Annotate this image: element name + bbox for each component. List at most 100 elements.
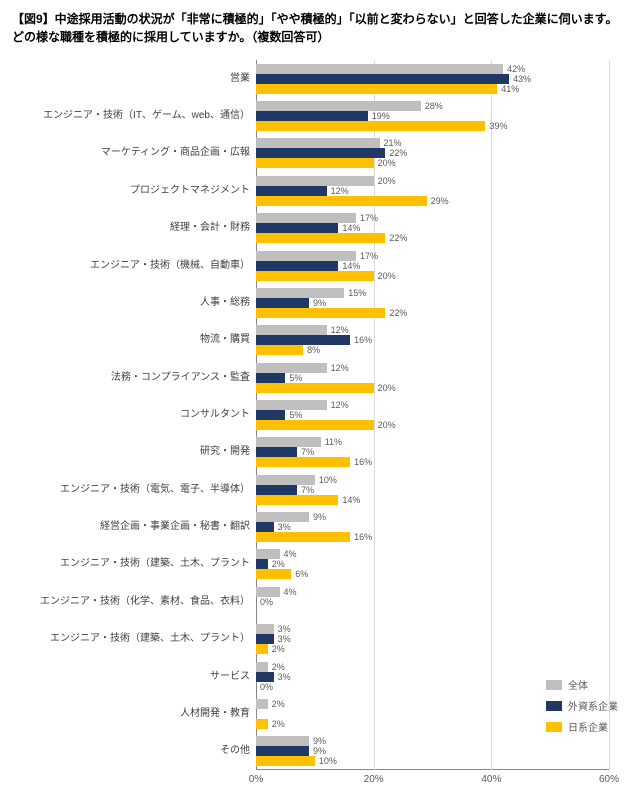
category-group: 営業 42%43%41% [12,60,628,97]
bar [256,251,356,261]
bar [256,84,497,94]
bar [256,644,268,654]
category-label: エンジニア・技術（電気、電子、半導体） [12,484,250,496]
category-label: エンジニア・技術（化学、素材、食品、衣料） [12,596,250,608]
bar [256,298,309,308]
value-label: 3% [278,672,291,682]
bar [256,186,327,196]
value-label: 16% [354,532,372,542]
category-label: 物流・購買 [12,334,250,346]
bar [256,457,350,467]
category-group: 経営企画・事業企画・秘書・翻訳9%3%16% [12,508,628,545]
value-label: 20% [378,158,396,168]
category-label: 経理・会計・財務 [12,222,250,234]
bar [256,223,338,233]
x-tick-label: 20% [364,774,384,785]
bar [256,437,321,447]
bar [256,261,338,271]
category-group: 人材開発・教育2%2% [12,695,628,732]
value-label: 20% [378,383,396,393]
value-label: 6% [295,569,308,579]
bar [256,522,274,532]
value-label: 43% [513,74,531,84]
category-label: 営業 [12,73,250,85]
value-label: 42% [507,64,525,74]
value-label: 22% [389,148,407,158]
chart-title: 【図9】中途採用活動の状況が「非常に積極的」「やや積極的」「以前と変わらない」と… [12,10,629,46]
value-label: 41% [501,84,519,94]
value-label: 11% [325,437,342,447]
bar [256,74,509,84]
category-group: エンジニア・技術（IT、ゲーム、web、通信）28%19%39% [12,97,628,134]
bar [256,138,380,148]
value-label: 7% [301,447,314,457]
category-group: エンジニア・技術（機械、自動車）17%14%20% [12,247,628,284]
value-label: 12% [331,186,349,196]
bar [256,672,274,682]
value-label: 4% [284,549,297,559]
x-tick-label: 40% [481,774,501,785]
category-group: コンサルタント12%5%20% [12,396,628,433]
value-label: 9% [313,736,326,746]
value-label: 39% [489,121,507,131]
category-label: 法務・コンプライアンス・監査 [12,372,250,384]
category-label: コンサルタント [12,409,250,421]
category-label: エンジニア・技術（IT、ゲーム、web、通信） [12,110,250,122]
value-label: 3% [278,624,291,634]
value-label: 9% [313,746,326,756]
bar [256,756,315,766]
value-label: 16% [354,457,372,467]
value-label: 2% [272,644,285,654]
category-label: エンジニア・技術（機械、自動車） [12,260,250,272]
bar [256,373,285,383]
bar [256,569,291,579]
value-label: 28% [425,101,443,111]
bar [256,288,344,298]
bar [256,485,297,495]
bar [256,325,327,335]
bar [256,158,374,168]
category-label: エンジニア・技術（建築、土木、プラント [12,558,250,570]
value-label: 21% [384,138,402,148]
bar [256,736,309,746]
value-label: 15% [348,288,366,298]
value-label: 2% [272,559,285,569]
bar [256,308,385,318]
value-label: 2% [272,699,285,709]
value-label: 16% [354,335,372,345]
value-label: 3% [278,634,291,644]
bar [256,549,280,559]
value-label: 14% [342,495,360,505]
value-label: 4% [284,587,297,597]
value-label: 2% [272,662,285,672]
category-group: 人事・総務15%9%22% [12,284,628,321]
bar [256,410,285,420]
bar [256,512,309,522]
bar [256,383,374,393]
category-group: 物流・購買12%16%8% [12,322,628,359]
value-label: 20% [378,176,396,186]
bar [256,420,374,430]
value-label: 0% [260,597,273,607]
value-label: 14% [342,261,360,271]
value-label: 5% [289,373,302,383]
category-group: サービス2%3%0% [12,658,628,695]
bar [256,111,368,121]
x-tick-label: 60% [599,774,619,785]
bar [256,587,280,597]
category-label: 人材開発・教育 [12,708,250,720]
category-label: 研究・開発 [12,446,250,458]
bar [256,121,485,131]
value-label: 17% [360,213,378,223]
category-label: その他 [12,745,250,757]
bar [256,101,421,111]
bar [256,447,297,457]
category-label: 経営企画・事業企画・秘書・翻訳 [12,521,250,533]
category-group: エンジニア・技術（化学、素材、食品、衣料） 4% 0% [12,583,628,620]
value-label: 9% [313,298,326,308]
category-group: エンジニア・技術（電気、電子、半導体）10%7%14% [12,471,628,508]
category-group: エンジニア・技術（建築、土木、プラント）3%3%2% [12,621,628,658]
bar [256,196,427,206]
value-label: 10% [319,756,337,766]
category-group: 研究・開発 11% 7% 16% [12,434,628,471]
